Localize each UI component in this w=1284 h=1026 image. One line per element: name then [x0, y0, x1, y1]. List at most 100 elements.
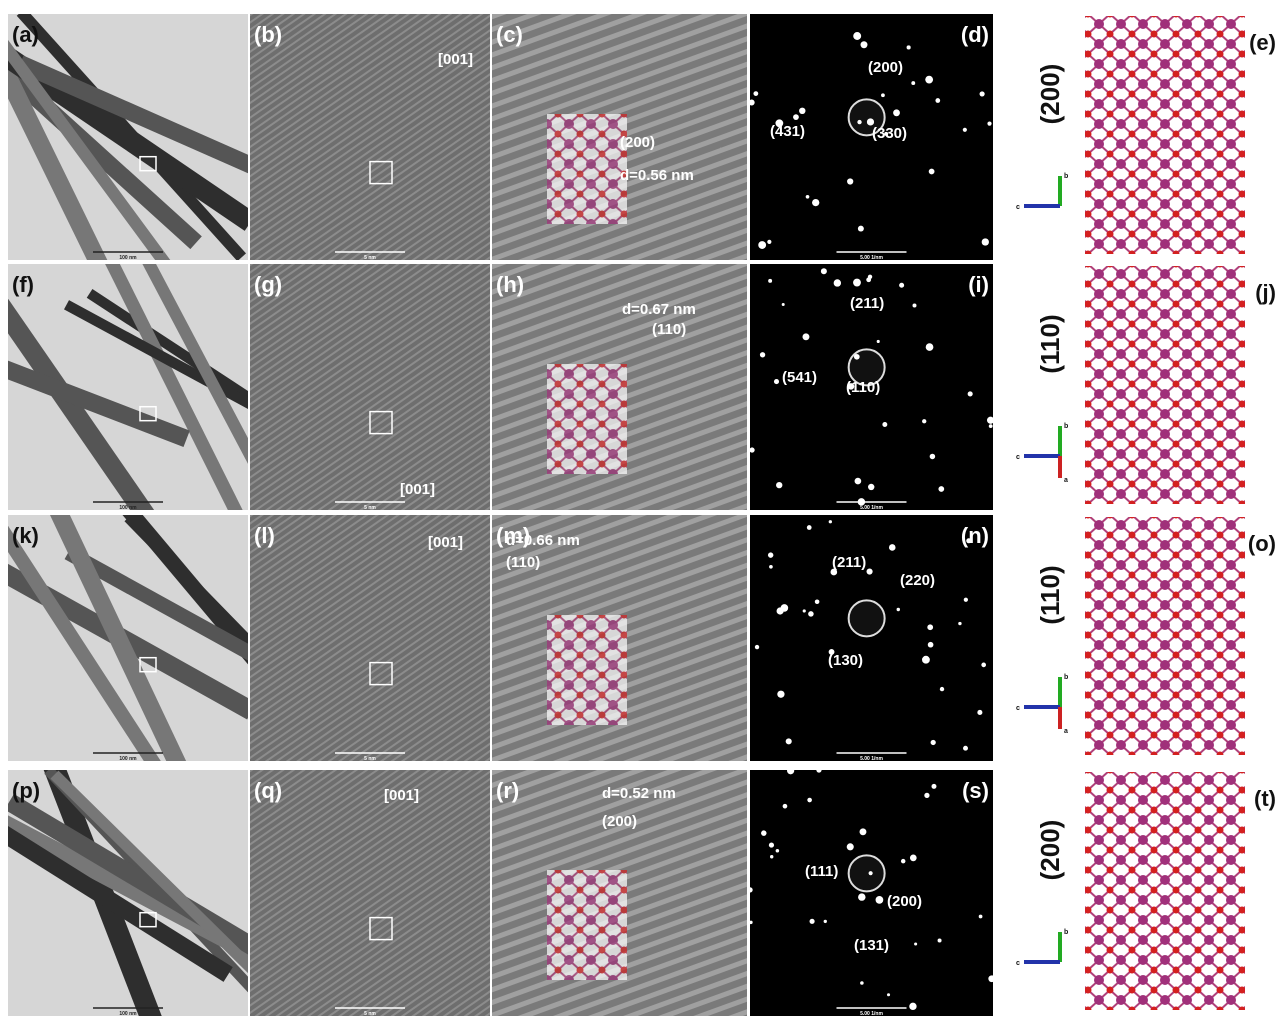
- hrtem-image: [250, 264, 490, 510]
- diffraction-spot: [857, 120, 861, 124]
- diffraction-spot: [768, 552, 773, 557]
- plane-label: (200): [1035, 64, 1065, 125]
- diffraction-spot: [777, 691, 784, 698]
- panel-label: (g): [254, 272, 282, 297]
- diffraction-spot: [776, 849, 780, 853]
- diffraction-spot: [774, 379, 779, 384]
- diffraction-spot: [887, 993, 890, 996]
- panel-label: (l): [254, 523, 275, 548]
- diffraction-spot: [928, 642, 934, 648]
- diffraction-spot: [761, 830, 766, 835]
- diffraction-spot: [910, 855, 917, 862]
- annotation: (131): [854, 937, 889, 954]
- scale-bar-label: 5.00 1/nm: [860, 255, 883, 261]
- scale-bar-label: 5 nm: [364, 1011, 376, 1017]
- diffraction-spot: [847, 843, 854, 850]
- diffraction-spot: [938, 486, 944, 492]
- diffraction-spot: [925, 76, 933, 84]
- diffraction-spot: [749, 100, 755, 106]
- diffraction-spot: [769, 843, 774, 848]
- annotation: (431): [770, 123, 805, 140]
- panel: (200)bc(t): [1000, 770, 1284, 1016]
- panel: (n)(211)(220)(130)5.00 1/nm: [750, 515, 993, 762]
- diffraction-spot: [922, 419, 926, 423]
- atom-model: [547, 114, 627, 224]
- panel: (i)(211)(541)(110)5.00 1/nm: [749, 264, 994, 511]
- panel: (r)d=0.52 nm(200): [492, 770, 747, 1016]
- panel-label: (j): [1255, 280, 1276, 305]
- scale-bar-label: 100 nm: [119, 255, 137, 261]
- scale-bar-label: 100 nm: [119, 1011, 137, 1017]
- diffraction-spot: [821, 268, 827, 274]
- annotation: (200): [602, 813, 637, 830]
- beam-stop: [849, 855, 885, 891]
- atom-model: [547, 364, 627, 474]
- annotation: (110): [652, 321, 686, 338]
- diffraction-spot: [881, 93, 885, 97]
- diffraction-spot: [889, 544, 896, 551]
- diffraction-spot: [782, 303, 785, 306]
- panel-label: (k): [12, 523, 39, 548]
- annotation: (200): [868, 59, 903, 76]
- panel: (b)[001]5 nm: [250, 14, 490, 261]
- diffraction-spot: [854, 354, 860, 360]
- annotation: (220): [900, 572, 935, 589]
- diffraction-spot: [912, 303, 916, 307]
- diffraction-spot: [847, 178, 853, 184]
- panel: (l)[001]5 nm: [250, 515, 490, 762]
- diffraction-spot: [858, 893, 865, 900]
- diffraction-spot: [807, 798, 812, 803]
- scale-bar-label: 5 nm: [364, 255, 376, 261]
- diffraction-spot: [869, 871, 873, 875]
- atom-model: [547, 870, 627, 980]
- diffraction-spot: [776, 482, 782, 488]
- scale-bar-label: 5 nm: [364, 505, 376, 511]
- diffraction-spot: [781, 604, 789, 612]
- panel-label: (n): [961, 523, 989, 548]
- diffraction-spot: [807, 525, 812, 530]
- panel-label: (i): [968, 272, 989, 297]
- diffraction-spot: [980, 91, 985, 96]
- panel: (110)bca(j): [1000, 264, 1284, 510]
- diffraction-spot: [799, 108, 805, 114]
- diffraction-spot: [829, 520, 832, 523]
- annotation: (330): [872, 125, 907, 142]
- diffraction-spot: [931, 740, 936, 745]
- plane-label: (110): [1035, 565, 1065, 624]
- panel-label: (p): [12, 778, 40, 803]
- scale-bar-label: 100 nm: [119, 505, 137, 511]
- diffraction-spot: [987, 122, 991, 126]
- diffraction-spot: [755, 645, 759, 649]
- axis-label: c: [1016, 705, 1020, 712]
- panel-label: (b): [254, 22, 282, 47]
- diffraction-spot: [824, 920, 827, 923]
- diffraction-spot: [769, 565, 773, 569]
- diffraction-spot: [860, 828, 867, 835]
- axis-label: b: [1064, 423, 1068, 430]
- annotation: d=0.67 nm: [622, 301, 696, 318]
- diffraction-spot: [987, 417, 994, 424]
- diffraction-spot: [853, 279, 861, 287]
- annotation: (200): [887, 893, 922, 910]
- diffraction-spot: [911, 81, 915, 85]
- diffraction-spot: [977, 710, 982, 715]
- panel-label: (q): [254, 778, 282, 803]
- diffraction-spot: [882, 422, 887, 427]
- panel: (200)bc(e): [1000, 14, 1284, 260]
- annotation: (211): [832, 554, 866, 571]
- scale-bar-label: 5.00 1/nm: [860, 505, 883, 511]
- diffraction-spot: [909, 1003, 916, 1010]
- panel-label: (r): [496, 778, 519, 803]
- annotation: [001]: [400, 481, 435, 498]
- diffraction-spot: [930, 454, 936, 460]
- annotation: [001]: [428, 534, 463, 551]
- diffraction-spot: [963, 746, 968, 751]
- panel: (q) [001] 5 nm: [250, 770, 490, 1017]
- scale-bar-label: 100 nm: [119, 756, 137, 762]
- plane-label: (110): [1035, 314, 1065, 373]
- diffraction-spot: [816, 767, 821, 772]
- diffraction-spot: [968, 391, 973, 396]
- axis-label: c: [1016, 960, 1020, 967]
- annotation: [001]: [384, 787, 419, 804]
- diffraction-spot: [808, 611, 814, 617]
